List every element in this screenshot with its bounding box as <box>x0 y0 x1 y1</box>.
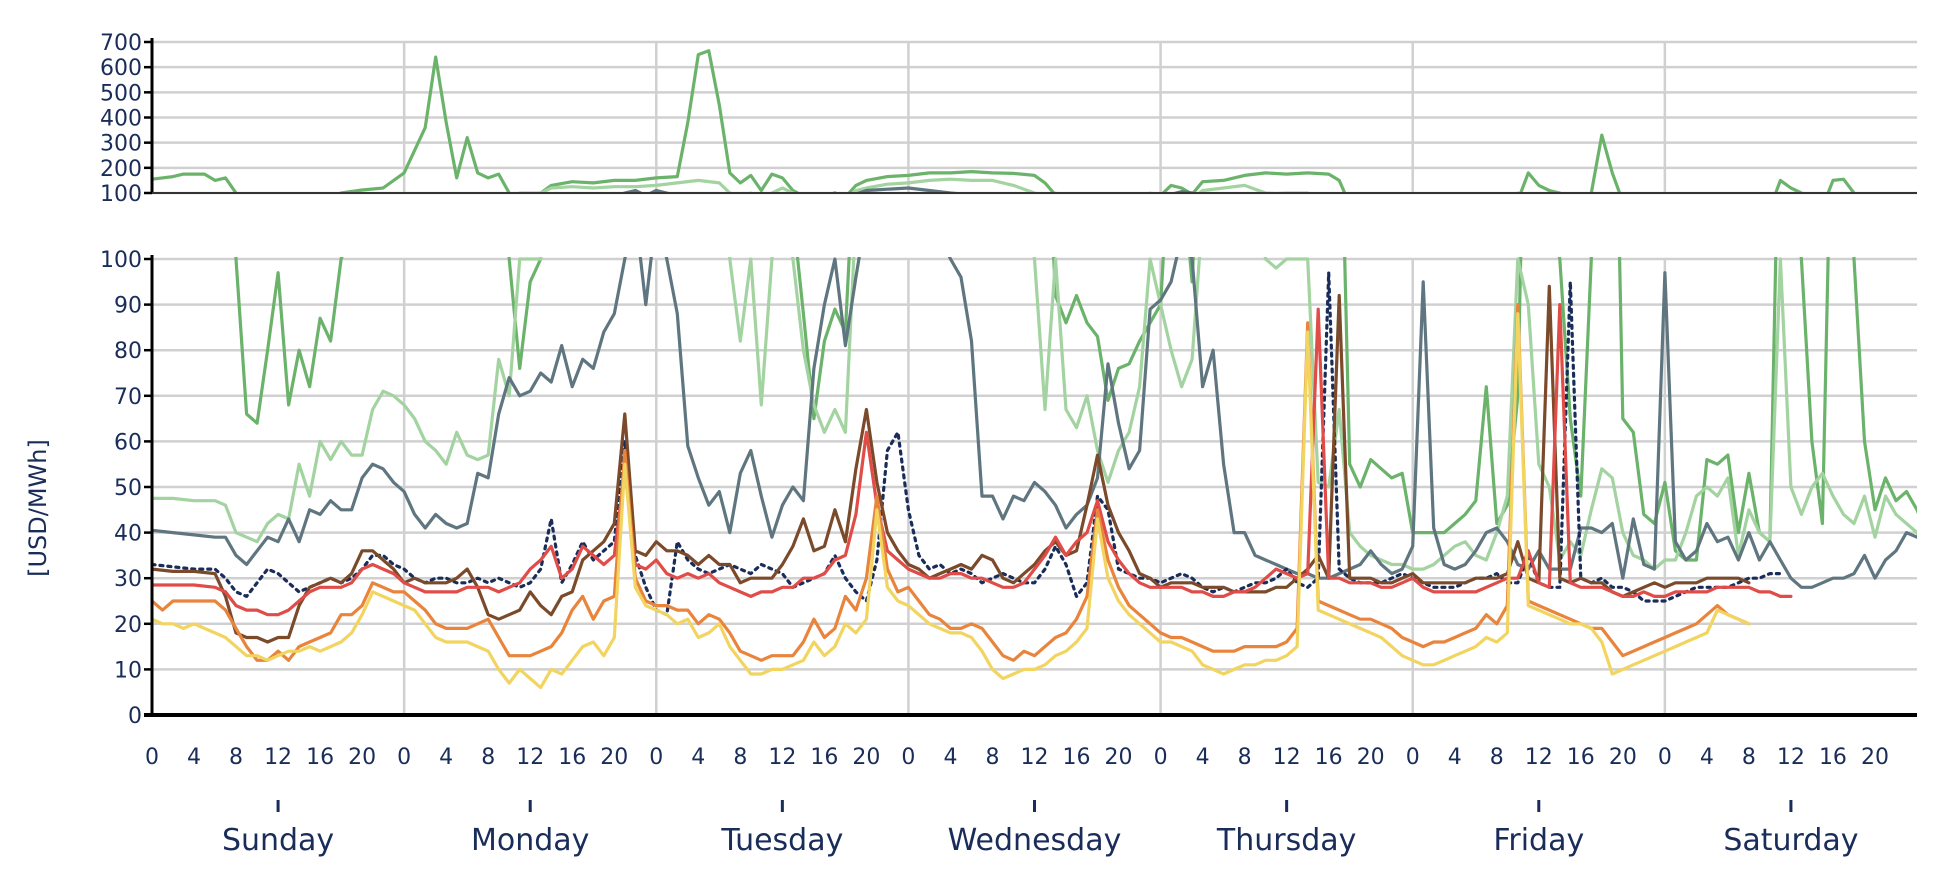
lower-y-tick-label: 90 <box>114 294 142 319</box>
hour-tick-label: 20 <box>1609 745 1637 770</box>
series-line-lower-7 <box>152 312 1751 690</box>
lower-y-tick-label: 30 <box>114 567 142 592</box>
series-line-upper-1 <box>516 177 1783 193</box>
day-label: Thursday <box>1216 823 1357 858</box>
lower-y-tick-label: 10 <box>114 658 142 683</box>
series-line-lower-6 <box>152 303 1751 662</box>
hour-tick-label: 0 <box>1154 745 1168 770</box>
series-line-upper-4 <box>1548 192 1550 193</box>
series-line-upper-5 <box>152 196 1791 213</box>
hour-tick-label: 4 <box>439 745 453 770</box>
hour-tick-label: 4 <box>943 745 957 770</box>
hour-tick-label: 8 <box>1490 745 1504 770</box>
series-line-lower-2 <box>152 257 1917 589</box>
hour-tick-label: 4 <box>1448 745 1462 770</box>
upper-y-tick-label: 500 <box>100 81 142 106</box>
upper-y-tick-label: 400 <box>100 107 142 132</box>
lower-y-tick-label: 100 <box>100 248 142 273</box>
hour-tick-label: 8 <box>1742 745 1756 770</box>
series-line-upper-0 <box>152 49 1857 193</box>
series-line-upper-2 <box>618 186 1667 193</box>
series-line-lower-0 <box>234 257 1917 562</box>
lower-y-tick-label: 50 <box>114 476 142 501</box>
series-line-upper-3 <box>1327 192 1572 193</box>
hour-tick-label: 0 <box>1658 745 1672 770</box>
lower-y-tick-label: 70 <box>114 385 142 410</box>
hour-tick-label: 0 <box>1406 745 1420 770</box>
lower-y-tick-label: 20 <box>114 613 142 638</box>
hour-tick-label: 16 <box>810 745 838 770</box>
series-line-lower-4 <box>152 284 1751 644</box>
hour-tick-label: 4 <box>691 745 705 770</box>
hour-tick-label: 8 <box>985 745 999 770</box>
upper-y-tick-label: 200 <box>100 157 142 182</box>
hour-tick-label: 20 <box>852 745 880 770</box>
day-label: Saturday <box>1723 823 1858 858</box>
hour-tick-label: 4 <box>1700 745 1714 770</box>
hour-tick-label: 8 <box>733 745 747 770</box>
hour-tick-label: 12 <box>1021 745 1049 770</box>
hour-tick-label: 0 <box>901 745 915 770</box>
hour-tick-label: 8 <box>229 745 243 770</box>
day-label: Monday <box>471 823 589 858</box>
hour-tick-label: 16 <box>306 745 334 770</box>
hour-tick-label: 0 <box>145 745 159 770</box>
axis-layer: 1002003004005006007000102030405060708090… <box>100 31 1917 858</box>
hour-tick-label: 16 <box>558 745 586 770</box>
upper-y-tick-label: 300 <box>100 132 142 157</box>
lower-y-tick-label: 0 <box>128 704 142 729</box>
hour-tick-label: 12 <box>264 745 292 770</box>
hour-tick-label: 8 <box>1238 745 1252 770</box>
hour-tick-label: 4 <box>1196 745 1210 770</box>
hour-tick-label: 0 <box>649 745 663 770</box>
hour-tick-label: 12 <box>1273 745 1301 770</box>
lower-y-tick-label: 60 <box>114 430 142 455</box>
hour-tick-label: 16 <box>1567 745 1595 770</box>
hour-tick-label: 16 <box>1063 745 1091 770</box>
day-label: Friday <box>1493 823 1584 858</box>
hour-tick-label: 20 <box>1105 745 1133 770</box>
y-axis-label: [USD/MWh] <box>24 439 52 577</box>
hour-tick-label: 12 <box>768 745 796 770</box>
upper-y-tick-label: 600 <box>100 56 142 81</box>
day-label: Sunday <box>222 823 334 858</box>
hour-tick-label: 12 <box>1525 745 1553 770</box>
hour-tick-label: 12 <box>516 745 544 770</box>
series-line-upper-6 <box>152 196 1749 216</box>
series-line-lower-5 <box>152 303 1793 617</box>
series-line-lower-1 <box>152 257 1917 571</box>
lower-y-tick-label: 80 <box>114 339 142 364</box>
upper-y-tick-label: 700 <box>100 31 142 56</box>
hour-tick-label: 8 <box>481 745 495 770</box>
upper-y-tick-label: 100 <box>100 182 142 207</box>
series-line-upper-7 <box>152 196 1749 217</box>
hour-tick-label: 16 <box>1819 745 1847 770</box>
series-layer <box>152 49 1917 690</box>
hour-tick-label: 20 <box>1357 745 1385 770</box>
hour-tick-label: 4 <box>187 745 201 770</box>
hour-tick-label: 20 <box>348 745 376 770</box>
hour-tick-label: 12 <box>1777 745 1805 770</box>
day-label: Tuesday <box>720 823 843 858</box>
hour-tick-label: 20 <box>1861 745 1889 770</box>
lower-y-tick-label: 40 <box>114 522 142 547</box>
day-label: Wednesday <box>948 823 1122 858</box>
hour-tick-label: 16 <box>1315 745 1343 770</box>
hour-tick-label: 0 <box>397 745 411 770</box>
hour-tick-label: 20 <box>600 745 628 770</box>
